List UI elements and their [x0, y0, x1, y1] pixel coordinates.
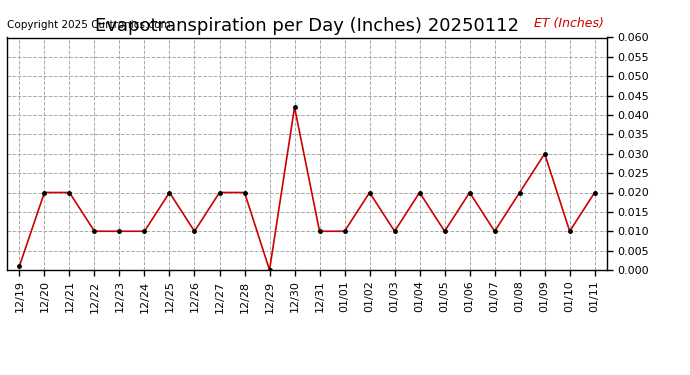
- Title: Evapotranspiration per Day (Inches) 20250112: Evapotranspiration per Day (Inches) 2025…: [95, 16, 519, 34]
- Text: ET (Inches): ET (Inches): [534, 17, 604, 30]
- Text: Copyright 2025 Curtronics.com: Copyright 2025 Curtronics.com: [7, 20, 170, 30]
